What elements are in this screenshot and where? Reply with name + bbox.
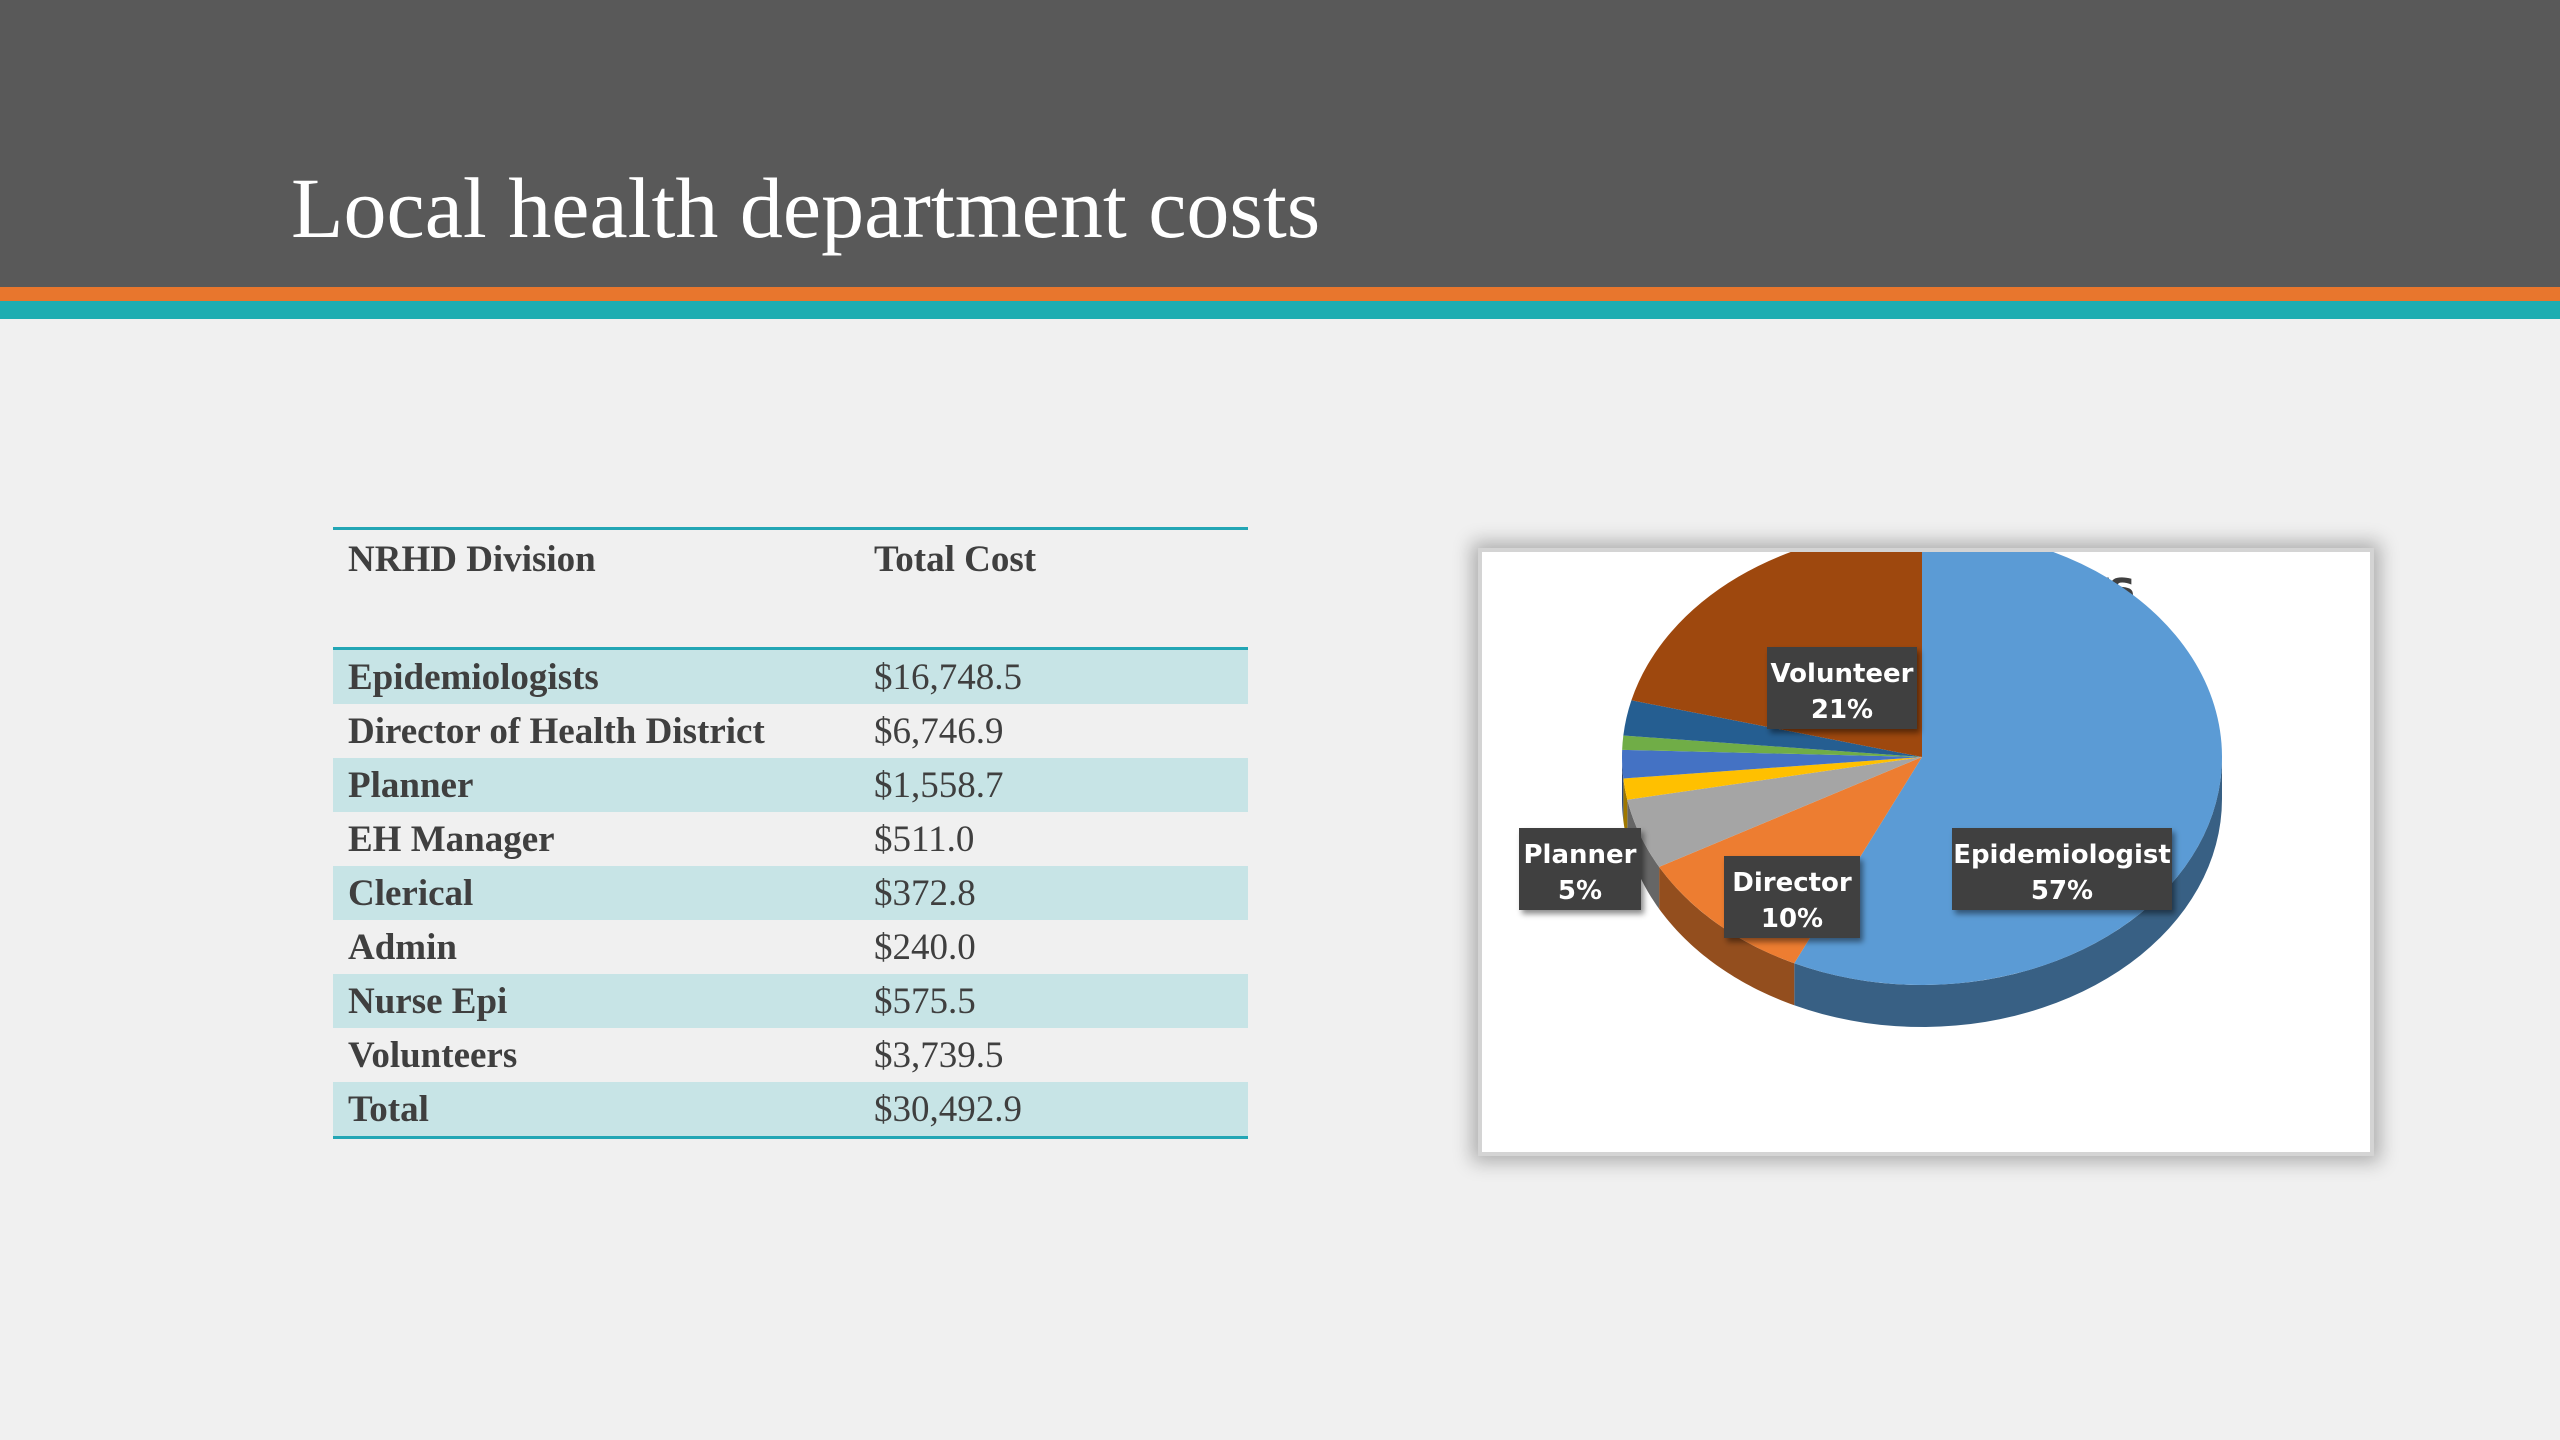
division-cell: Director of Health District: [348, 710, 765, 752]
table-row: Nurse Epi $575.5: [333, 974, 1248, 1028]
accent-stripe-teal: [0, 301, 2560, 319]
pie-slice-planner: [1627, 757, 1922, 867]
table-row: Admin $240.0: [333, 920, 1248, 974]
table-row: Planner $1,558.7: [333, 758, 1248, 812]
data-label-volunteer: Volunteer 21%: [1767, 647, 1917, 729]
data-label-planner: Planner 5%: [1519, 828, 1641, 910]
data-label-percent: 57%: [2031, 876, 2093, 906]
data-label-box: [1952, 828, 2172, 910]
data-label-percent: 21%: [1811, 695, 1873, 725]
data-label-percent: 5%: [1558, 876, 1602, 906]
data-label-box: [1724, 856, 1860, 938]
cost-cell: $1,558.7: [864, 758, 1248, 812]
data-label-box: [1767, 647, 1917, 729]
cost-cell: $372.8: [864, 866, 1248, 920]
data-label-director: Director 10%: [1724, 856, 1860, 938]
data-label-name: Planner: [1524, 840, 1637, 870]
division-cell: Nurse Epi: [333, 974, 864, 1028]
cost-cell: $240.0: [874, 926, 976, 968]
column-header-division: NRHD Division: [348, 539, 596, 580]
accent-stripe-orange: [0, 287, 2560, 301]
pie-side-planner: [1627, 799, 1660, 909]
cost-cell: $3,739.5: [874, 1034, 1004, 1076]
pie-side-epidemiologist: [1794, 757, 2222, 1027]
table-row: Volunteers $3,739.5: [333, 1028, 1248, 1082]
table-row: EH Manager $511.0: [333, 812, 1248, 866]
division-cell: EH Manager: [348, 818, 555, 860]
pie-side-unlabeled: [1623, 778, 1628, 842]
table-row: Clerical $372.8: [333, 866, 1248, 920]
cost-table: NRHD Division Total Cost Epidemiologists…: [333, 527, 1248, 1139]
total-cost-cell: $30,492.9: [864, 1082, 1248, 1138]
pie-slice-unlabeled: [1622, 749, 1922, 779]
total-label-cell: Total: [333, 1082, 864, 1138]
cost-cell: $511.0: [874, 818, 975, 860]
cost-cell: $16,748.5: [864, 648, 1248, 704]
table-total-row: Total $30,492.9: [333, 1082, 1248, 1138]
pie-side-unlabeled: [1622, 757, 1624, 821]
division-cell: Volunteers: [348, 1034, 518, 1076]
column-header-total-cost: Total Cost: [874, 539, 1037, 580]
slide-header: Local health department costs: [0, 0, 2560, 287]
data-label-name: Epidemiologist: [1953, 840, 2171, 870]
slide-title: Local health department costs: [291, 160, 1321, 256]
table-row: Director of Health District $6,746.9: [333, 704, 1248, 758]
division-cell: Clerical: [333, 866, 864, 920]
pie-labels: Epidemiologist 57% Director 10% Planner 5% Vol…: [1519, 647, 2172, 938]
division-cell: Epidemiologists: [333, 648, 864, 704]
data-label-name: Director: [1732, 868, 1852, 898]
hours-pie-chart: Hours Epidemiologist57%Director10%Planne…: [1478, 548, 2374, 1156]
table-header-row: NRHD Division Total Cost: [333, 528, 1248, 649]
cost-cell: $575.5: [864, 974, 1248, 1028]
table-row: Epidemiologists $16,748.5: [333, 648, 1248, 704]
division-cell: Admin: [348, 926, 457, 968]
pie-slice-unlabeled: [1623, 757, 1922, 800]
pie-chart-svg: Hours Epidemiologist57%Director10%Planne…: [1519, 552, 2222, 1027]
cost-cell: $6,746.9: [874, 710, 1004, 752]
data-label-box: [1519, 828, 1641, 910]
data-label-epidemiologist: Epidemiologist 57%: [1952, 828, 2172, 910]
data-label-name: Volunteer: [1770, 659, 1913, 689]
pie-slice-unlabeled: [1622, 735, 1922, 757]
division-cell: Planner: [333, 758, 864, 812]
data-label-percent: 10%: [1761, 904, 1823, 934]
